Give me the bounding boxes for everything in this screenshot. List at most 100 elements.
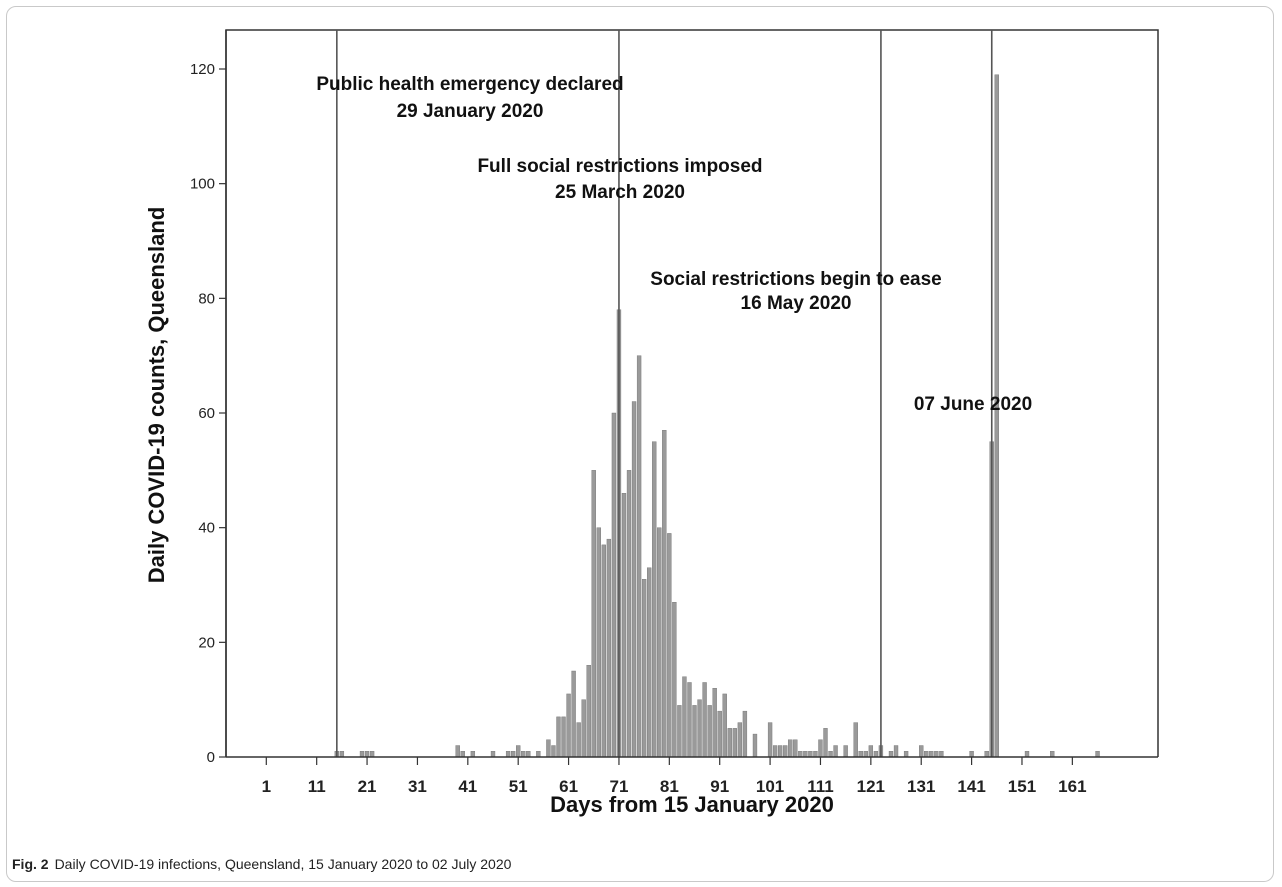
x-tick-label: 61 xyxy=(559,777,578,796)
bar xyxy=(732,728,737,758)
bar xyxy=(767,722,773,758)
bar xyxy=(788,739,793,758)
event-label: Public health emergency declared xyxy=(316,74,623,95)
bar xyxy=(521,751,526,758)
bar xyxy=(803,751,808,758)
bar xyxy=(1024,751,1030,758)
bar xyxy=(863,751,868,758)
bar xyxy=(636,355,642,758)
x-tick-label: 31 xyxy=(408,777,427,796)
bar xyxy=(652,441,657,758)
x-tick-label: 131 xyxy=(907,777,935,796)
bar xyxy=(460,751,465,758)
x-tick-label: 121 xyxy=(857,777,885,796)
bar xyxy=(566,693,571,758)
bar xyxy=(919,745,924,758)
x-tick-label: 91 xyxy=(710,777,729,796)
x-tick-label: 51 xyxy=(509,777,528,796)
x-tick-label: 161 xyxy=(1058,777,1086,796)
bar xyxy=(1095,751,1100,758)
bar xyxy=(772,745,778,758)
bar xyxy=(339,751,345,758)
bar xyxy=(455,745,460,758)
x-tick-label: 101 xyxy=(756,777,784,796)
bar xyxy=(626,470,632,758)
bar xyxy=(1050,751,1055,758)
bar xyxy=(657,527,662,758)
bar xyxy=(677,705,682,758)
bar xyxy=(858,751,863,758)
bar xyxy=(606,538,612,758)
bar xyxy=(536,751,541,758)
bar xyxy=(818,739,823,758)
bar xyxy=(611,412,617,758)
bar xyxy=(903,751,909,758)
bar xyxy=(687,682,692,758)
bar xyxy=(571,670,576,758)
bar xyxy=(667,533,672,758)
bar xyxy=(924,751,929,758)
caption-label: Fig. 2 xyxy=(12,856,49,872)
bar xyxy=(873,751,879,758)
bar xyxy=(561,716,566,758)
bar xyxy=(843,745,848,758)
y-tick-label: 0 xyxy=(207,749,215,766)
bar xyxy=(702,682,707,758)
bar xyxy=(929,751,934,758)
bar xyxy=(364,751,370,758)
y-tick-label: 60 xyxy=(198,405,215,422)
y-tick-label: 20 xyxy=(198,634,215,651)
bar xyxy=(793,739,798,758)
bars xyxy=(334,74,1100,758)
event-date-label: 29 January 2020 xyxy=(397,101,544,122)
bar xyxy=(707,705,712,758)
bar xyxy=(717,710,722,758)
bar xyxy=(833,745,838,758)
x-tick-label: 81 xyxy=(660,777,679,796)
y-tick-label: 80 xyxy=(198,290,215,307)
y-tick-label: 40 xyxy=(198,520,215,537)
bar xyxy=(853,722,858,758)
bar xyxy=(712,688,717,758)
bar xyxy=(647,567,652,758)
bar xyxy=(359,751,365,758)
bar xyxy=(682,676,687,758)
bar xyxy=(576,722,581,758)
x-tick-label: 1 xyxy=(262,777,271,796)
event-lines xyxy=(336,30,993,757)
bar xyxy=(939,751,944,758)
bar xyxy=(490,751,496,758)
bar xyxy=(596,527,601,758)
bar xyxy=(783,745,788,758)
bar xyxy=(601,544,606,758)
bar xyxy=(752,733,758,758)
bar xyxy=(510,751,516,758)
bar xyxy=(798,751,803,758)
event-label: 07 June 2020 xyxy=(914,394,1032,415)
bar xyxy=(828,751,833,758)
bar xyxy=(631,401,637,758)
bar xyxy=(591,470,596,758)
figure-caption: Fig. 2 Daily COVID-19 infections, Queensl… xyxy=(12,856,511,872)
bar xyxy=(888,751,894,758)
caption-text: Daily COVID-19 infections, Queensland, 1… xyxy=(54,856,512,872)
bar xyxy=(516,745,521,758)
x-tick-label: 71 xyxy=(609,777,628,796)
bar xyxy=(742,710,748,758)
bar xyxy=(692,705,697,758)
y-tick-label: 100 xyxy=(190,176,215,193)
bar xyxy=(823,728,828,758)
x-tick-label: 21 xyxy=(358,777,377,796)
bar xyxy=(470,751,476,758)
bar xyxy=(813,751,818,758)
bar xyxy=(934,751,939,758)
bar xyxy=(984,751,989,758)
bar xyxy=(737,722,743,758)
bar xyxy=(722,693,727,758)
bar xyxy=(969,751,974,758)
event-label: Full social restrictions imposed xyxy=(477,156,762,177)
event-date-label: 25 March 2020 xyxy=(555,182,685,203)
bar xyxy=(546,739,551,758)
